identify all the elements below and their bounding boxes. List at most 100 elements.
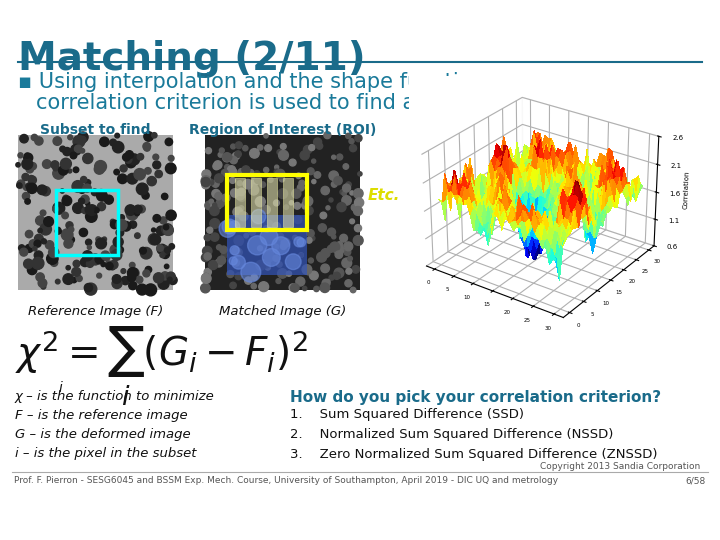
Circle shape bbox=[260, 228, 278, 245]
Circle shape bbox=[116, 219, 127, 231]
Circle shape bbox=[28, 176, 37, 184]
Circle shape bbox=[256, 260, 266, 270]
Circle shape bbox=[232, 255, 246, 269]
Circle shape bbox=[273, 222, 281, 231]
Circle shape bbox=[263, 248, 280, 266]
Circle shape bbox=[210, 219, 220, 228]
Circle shape bbox=[312, 159, 315, 163]
Circle shape bbox=[24, 153, 30, 158]
Circle shape bbox=[300, 151, 310, 160]
Circle shape bbox=[104, 195, 113, 204]
Circle shape bbox=[294, 237, 304, 247]
Circle shape bbox=[56, 227, 60, 232]
Bar bbox=[56, 190, 118, 255]
Circle shape bbox=[60, 146, 66, 152]
Circle shape bbox=[26, 183, 32, 189]
Circle shape bbox=[53, 167, 64, 179]
Circle shape bbox=[127, 268, 138, 278]
Circle shape bbox=[281, 238, 290, 247]
Circle shape bbox=[307, 230, 314, 237]
Circle shape bbox=[161, 193, 168, 200]
Circle shape bbox=[68, 135, 73, 140]
Circle shape bbox=[238, 240, 243, 245]
Circle shape bbox=[297, 238, 305, 247]
Circle shape bbox=[297, 184, 305, 191]
Circle shape bbox=[202, 253, 210, 261]
Circle shape bbox=[272, 237, 289, 255]
Circle shape bbox=[96, 238, 107, 249]
Circle shape bbox=[204, 234, 210, 241]
Circle shape bbox=[79, 136, 86, 144]
Circle shape bbox=[220, 246, 228, 253]
Circle shape bbox=[219, 220, 236, 237]
Circle shape bbox=[96, 190, 106, 199]
Circle shape bbox=[207, 227, 213, 233]
Circle shape bbox=[60, 158, 71, 169]
Circle shape bbox=[344, 249, 351, 255]
Circle shape bbox=[116, 229, 124, 237]
Circle shape bbox=[24, 153, 32, 162]
Circle shape bbox=[276, 262, 282, 267]
Circle shape bbox=[343, 164, 348, 169]
Circle shape bbox=[101, 251, 109, 260]
Circle shape bbox=[306, 238, 312, 243]
Circle shape bbox=[225, 153, 232, 161]
Circle shape bbox=[94, 164, 104, 174]
Circle shape bbox=[235, 151, 241, 157]
Circle shape bbox=[53, 206, 58, 212]
Circle shape bbox=[346, 182, 351, 187]
Circle shape bbox=[280, 243, 287, 249]
Circle shape bbox=[299, 253, 303, 257]
Circle shape bbox=[25, 245, 33, 252]
Circle shape bbox=[145, 266, 152, 273]
Circle shape bbox=[71, 278, 76, 283]
Circle shape bbox=[44, 217, 53, 226]
Circle shape bbox=[283, 154, 287, 159]
Circle shape bbox=[73, 260, 80, 267]
Circle shape bbox=[291, 284, 299, 292]
Circle shape bbox=[168, 156, 174, 161]
Text: i – is the pixel in the subset: i – is the pixel in the subset bbox=[15, 447, 197, 460]
Circle shape bbox=[235, 142, 242, 149]
Circle shape bbox=[169, 244, 174, 249]
Circle shape bbox=[140, 247, 146, 254]
Circle shape bbox=[227, 271, 234, 278]
Circle shape bbox=[251, 274, 257, 280]
Circle shape bbox=[292, 189, 301, 198]
Circle shape bbox=[101, 262, 105, 267]
Circle shape bbox=[31, 134, 37, 140]
Text: 6/58: 6/58 bbox=[685, 476, 706, 485]
Circle shape bbox=[334, 177, 342, 185]
Circle shape bbox=[344, 242, 353, 251]
Circle shape bbox=[157, 245, 163, 251]
Circle shape bbox=[153, 273, 163, 283]
Circle shape bbox=[230, 157, 238, 164]
Circle shape bbox=[250, 148, 259, 158]
Circle shape bbox=[82, 207, 88, 214]
Text: Matched Image (G): Matched Image (G) bbox=[219, 305, 346, 318]
Circle shape bbox=[299, 253, 303, 258]
Circle shape bbox=[73, 136, 85, 147]
Circle shape bbox=[94, 160, 107, 172]
Circle shape bbox=[222, 194, 230, 202]
Circle shape bbox=[205, 147, 212, 154]
Circle shape bbox=[111, 249, 122, 260]
Circle shape bbox=[325, 279, 330, 284]
Circle shape bbox=[166, 163, 176, 174]
Circle shape bbox=[96, 237, 101, 241]
Circle shape bbox=[24, 259, 33, 268]
Circle shape bbox=[125, 151, 133, 159]
Circle shape bbox=[113, 237, 123, 247]
Circle shape bbox=[289, 159, 296, 166]
Circle shape bbox=[121, 276, 130, 285]
Circle shape bbox=[110, 245, 121, 255]
Circle shape bbox=[129, 221, 137, 228]
Circle shape bbox=[18, 153, 23, 158]
Circle shape bbox=[268, 178, 273, 183]
Circle shape bbox=[238, 188, 245, 195]
Circle shape bbox=[239, 212, 248, 221]
Circle shape bbox=[202, 181, 210, 189]
Circle shape bbox=[320, 212, 327, 219]
Circle shape bbox=[102, 253, 110, 260]
Circle shape bbox=[230, 178, 235, 184]
